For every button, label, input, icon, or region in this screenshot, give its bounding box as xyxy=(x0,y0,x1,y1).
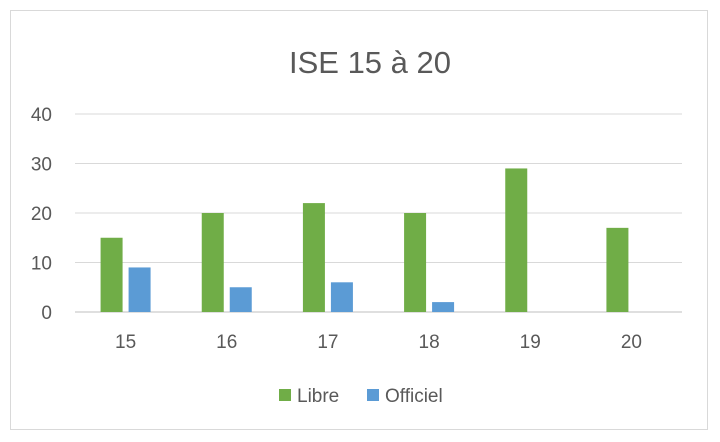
legend: Libre Officiel xyxy=(279,386,443,407)
y-tick-label: 10 xyxy=(31,254,52,275)
bar-officiel-18 xyxy=(432,302,455,312)
x-axis-labels: 15 16 17 18 19 20 xyxy=(115,332,642,353)
bar-officiel-16 xyxy=(229,287,252,312)
bar-libre-15 xyxy=(100,237,123,312)
x-tick-label: 18 xyxy=(419,332,440,353)
legend-label-officiel: Officiel xyxy=(385,386,443,407)
legend-label-libre: Libre xyxy=(297,386,339,407)
x-tick-label: 15 xyxy=(115,332,136,353)
bars xyxy=(100,168,629,312)
chart-frame xyxy=(10,10,708,430)
bar-libre-16 xyxy=(201,213,224,312)
y-tick-label: 30 xyxy=(31,155,52,176)
bar-libre-19 xyxy=(505,168,528,312)
y-tick-label: 0 xyxy=(41,303,52,324)
y-axis-labels: 0 10 20 30 40 xyxy=(31,105,52,324)
bar-officiel-17 xyxy=(330,282,353,312)
legend-swatch-officiel xyxy=(367,389,379,401)
legend-swatch-libre xyxy=(279,389,291,401)
gridlines xyxy=(75,113,682,313)
bar-libre-18 xyxy=(404,213,427,312)
y-tick-label: 20 xyxy=(31,204,52,225)
bar-libre-17 xyxy=(302,203,325,312)
y-tick-label: 40 xyxy=(31,105,52,126)
bar-libre-20 xyxy=(606,227,629,312)
x-tick-label: 19 xyxy=(520,332,541,353)
x-tick-label: 16 xyxy=(216,332,237,353)
x-tick-label: 17 xyxy=(317,332,338,353)
x-tick-label: 20 xyxy=(621,332,642,353)
bar-officiel-15 xyxy=(128,267,151,312)
chart-title: ISE 15 à 20 xyxy=(289,45,451,80)
